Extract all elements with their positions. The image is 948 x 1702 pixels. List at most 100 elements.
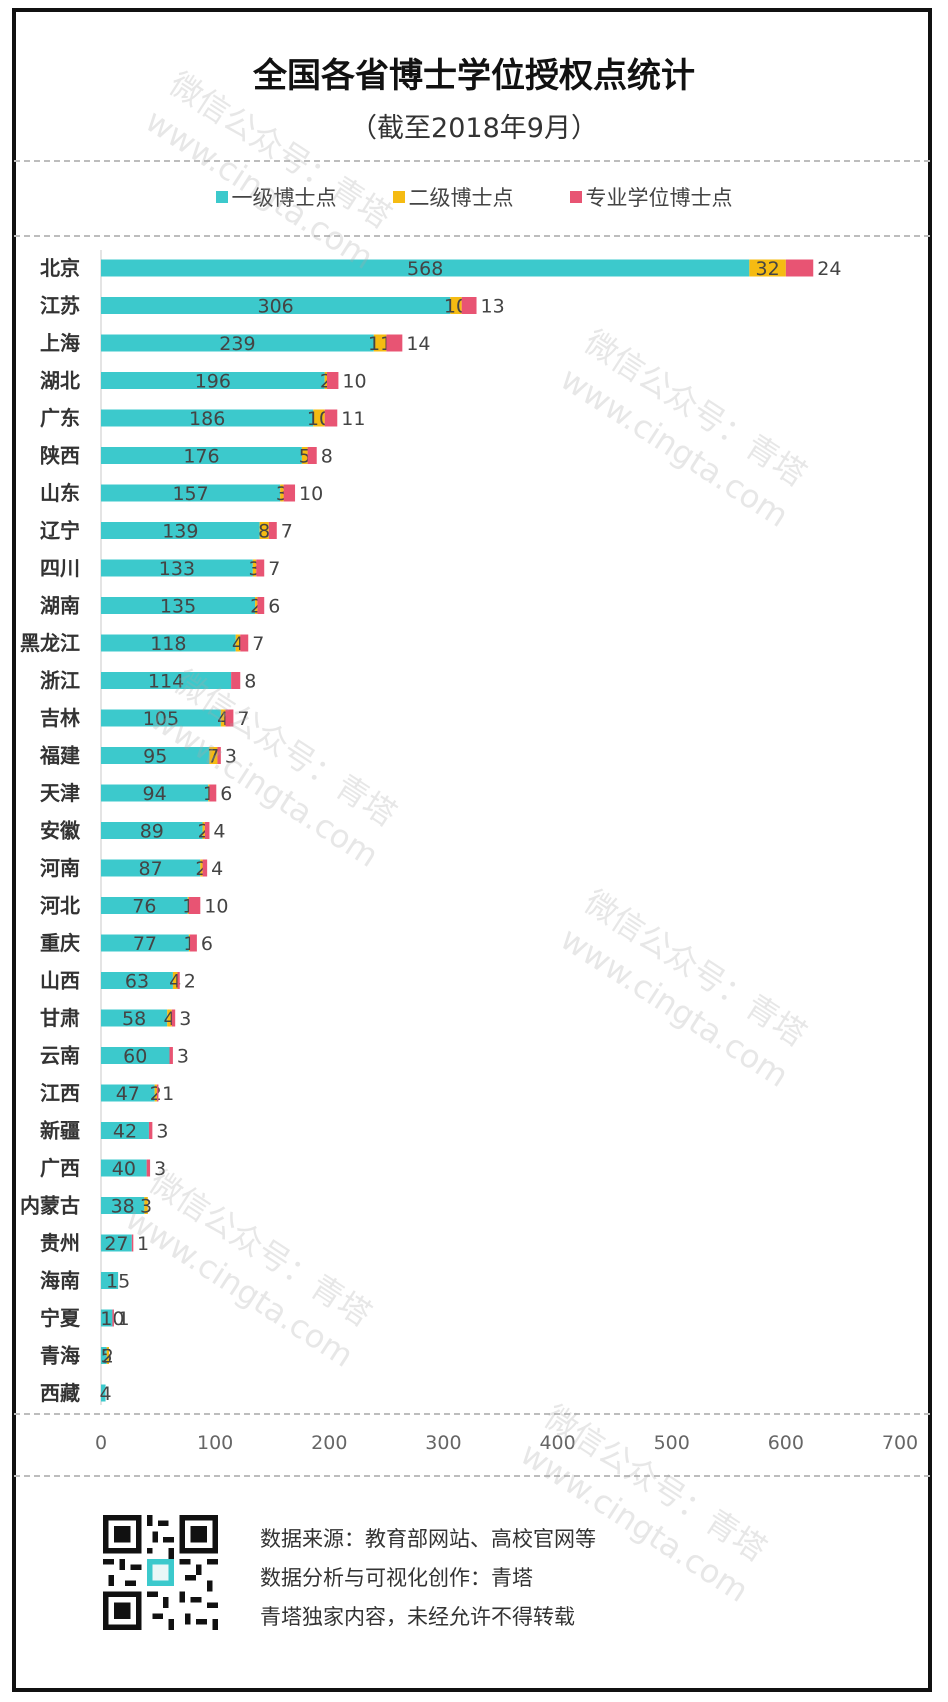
category-label: 陕西 — [40, 444, 80, 468]
bar-segment — [749, 259, 786, 277]
category-label: 内蒙古 — [20, 1194, 80, 1218]
bar-segment — [101, 672, 232, 689]
data-label: 8 — [258, 521, 270, 543]
data-label: 105 — [143, 708, 179, 730]
data-label: 7 — [237, 708, 249, 730]
category-label: 青海 — [40, 1344, 80, 1368]
legend: 一级博士点 二级博士点 专业学位博士点 — [0, 182, 948, 212]
bar-segment — [386, 334, 403, 352]
bar-segment — [785, 259, 814, 277]
data-label: 135 — [160, 596, 196, 618]
category-label: 海南 — [40, 1269, 80, 1293]
bar-segment — [154, 1084, 157, 1102]
data-label: 3 — [140, 1196, 152, 1218]
category-label: 山西 — [40, 969, 80, 993]
bar-segment — [101, 1159, 147, 1177]
bar-segment — [101, 1309, 113, 1327]
x-tick-label: 0 — [95, 1432, 107, 1454]
bar-segment — [217, 747, 221, 764]
legend-label: 一级博士点 — [231, 186, 337, 210]
category-label: 天津 — [40, 781, 80, 805]
bar-segment — [177, 972, 180, 989]
bar-segment — [450, 297, 462, 314]
bar-segment — [257, 597, 265, 614]
x-tick-label: 200 — [311, 1432, 347, 1454]
category-label: 贵州 — [40, 1231, 80, 1255]
category-label: 广东 — [40, 406, 80, 430]
data-label: 60 — [123, 1046, 147, 1068]
bar-segment — [101, 559, 253, 577]
data-label: 7 — [252, 633, 264, 655]
footer-notice: 青塔独家内容，未经允许不得转载 — [260, 1605, 575, 1629]
data-label: 114 — [148, 671, 184, 693]
category-label: 云南 — [40, 1044, 80, 1068]
data-label: 568 — [407, 258, 443, 280]
bar-segment — [101, 709, 221, 727]
bar-segment — [461, 297, 477, 314]
x-tick-label: 500 — [654, 1432, 690, 1454]
bar-segment — [307, 447, 317, 464]
bar-segment — [101, 597, 256, 614]
category-label: 黑龙江 — [20, 631, 80, 655]
bar-segment — [255, 597, 258, 614]
bar-segment — [235, 634, 241, 652]
bar-segment — [256, 559, 265, 577]
bar-segment — [209, 784, 217, 802]
bar-segment — [101, 1234, 132, 1252]
bar-segment — [101, 822, 203, 839]
category-label: 吉林 — [40, 706, 80, 730]
data-label: 14 — [406, 333, 430, 355]
data-label: 11 — [368, 333, 392, 355]
data-label: 139 — [162, 521, 198, 543]
bar-segment — [101, 1384, 106, 1402]
data-label: 10 — [204, 896, 228, 918]
data-label: 118 — [150, 633, 186, 655]
data-label: 10 — [299, 483, 323, 505]
bar-segment — [156, 1084, 159, 1102]
bar-segment — [188, 897, 201, 914]
bar-segment — [101, 784, 209, 802]
data-label: 133 — [159, 558, 195, 580]
bar-segment — [204, 822, 210, 839]
bar-segment — [101, 1122, 149, 1139]
divider-footer — [14, 1475, 930, 1477]
data-label: 2 — [184, 971, 196, 993]
bar-segment — [301, 447, 308, 464]
category-label: 江西 — [40, 1081, 80, 1105]
legend-item-professional: 专业学位博士点 — [569, 182, 733, 212]
data-label: 58 — [122, 1008, 146, 1030]
category-label: 辽宁 — [40, 519, 80, 543]
legend-swatch-second-level — [392, 191, 405, 203]
category-label: 浙江 — [40, 669, 80, 693]
data-label: 1 — [118, 1308, 130, 1330]
legend-item-first-level: 一级博士点 — [215, 182, 337, 212]
data-label: 76 — [132, 896, 156, 918]
bar-segment — [144, 1197, 148, 1214]
bar-segment — [101, 1009, 168, 1027]
data-label: 1 — [162, 1083, 174, 1105]
data-label: 1 — [137, 1233, 149, 1255]
bar-segment — [208, 784, 210, 802]
data-label: 6 — [201, 933, 213, 955]
bar-segment — [209, 747, 218, 764]
bar-segment — [225, 709, 234, 727]
category-label: 新疆 — [40, 1119, 80, 1143]
x-tick-label: 600 — [768, 1432, 804, 1454]
bar-segment — [101, 484, 281, 502]
divider-legend — [14, 235, 930, 237]
bar-segment — [231, 672, 241, 689]
bar-segment — [200, 859, 203, 877]
data-label: 38 — [111, 1196, 135, 1218]
data-label: 10 — [342, 371, 366, 393]
legend-label: 专业学位博士点 — [585, 186, 733, 210]
data-label: 89 — [140, 821, 164, 843]
bar-segment — [202, 859, 208, 877]
bar-segment — [101, 747, 210, 764]
chart-subtitle: （截至2018年9月） — [350, 113, 598, 144]
data-label: 3 — [179, 1008, 191, 1030]
bar-segment — [280, 484, 284, 502]
category-label: 北京 — [40, 256, 80, 280]
bar-segment — [101, 259, 750, 277]
data-label: 8 — [244, 671, 256, 693]
